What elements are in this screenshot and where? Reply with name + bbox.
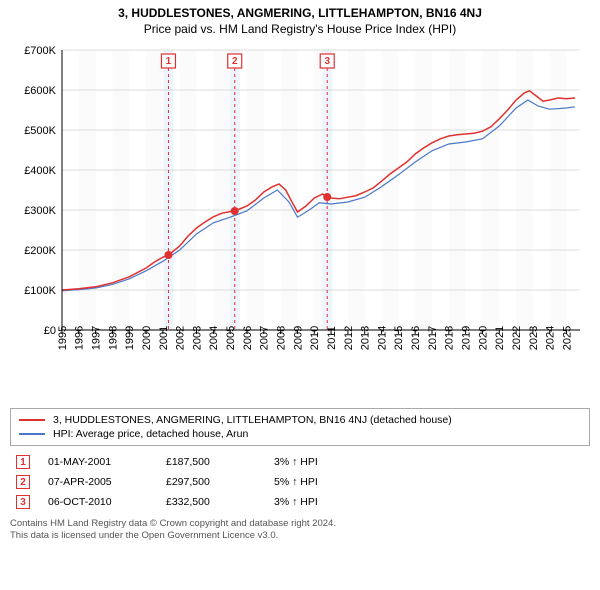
chart-subtitle: Price paid vs. HM Land Registry's House … bbox=[10, 22, 590, 36]
y-tick-label: £0 bbox=[44, 325, 56, 337]
x-tick-label: 2008 bbox=[275, 326, 287, 350]
year-shade bbox=[348, 50, 365, 330]
y-tick-label: £500K bbox=[24, 125, 56, 137]
year-shade bbox=[449, 50, 466, 330]
x-tick-label: 2001 bbox=[158, 326, 170, 350]
legend-label-red: 3, HUDDLESTONES, ANGMERING, LITTLEHAMPTO… bbox=[53, 414, 452, 426]
x-tick-label: 2014 bbox=[376, 326, 388, 350]
year-shade bbox=[415, 50, 432, 330]
sale-row: 2 07-APR-2005 £297,500 5% ↑ HPI bbox=[10, 472, 590, 492]
y-tick-label: £600K bbox=[24, 85, 56, 97]
sale-date: 01-MAY-2001 bbox=[48, 456, 148, 468]
x-tick-label: 1999 bbox=[124, 326, 136, 350]
sale-marker: 2 bbox=[16, 475, 30, 489]
legend: 3, HUDDLESTONES, ANGMERING, LITTLEHAMPTO… bbox=[10, 408, 590, 446]
x-tick-label: 1998 bbox=[107, 326, 119, 350]
x-tick-label: 2018 bbox=[444, 326, 456, 350]
year-shade bbox=[213, 50, 230, 330]
sale-dot bbox=[323, 193, 331, 201]
legend-swatch-blue bbox=[19, 433, 45, 435]
x-tick-label: 2017 bbox=[427, 326, 439, 350]
sale-price: £297,500 bbox=[166, 476, 256, 488]
year-shade bbox=[247, 50, 264, 330]
sale-date: 06-OCT-2010 bbox=[48, 496, 148, 508]
x-tick-label: 2003 bbox=[191, 326, 203, 350]
sales-table: 1 01-MAY-2001 £187,500 3% ↑ HPI 2 07-APR-2005… bbox=[10, 452, 590, 512]
legend-row-red: 3, HUDDLESTONES, ANGMERING, LITTLEHAMPTO… bbox=[19, 413, 581, 427]
sale-delta: 3% ↑ HPI bbox=[274, 496, 374, 508]
sale-dot bbox=[164, 251, 172, 259]
event-marker-label: 3 bbox=[324, 56, 330, 67]
year-shade bbox=[112, 50, 129, 330]
year-shade bbox=[482, 50, 499, 330]
sale-marker: 3 bbox=[16, 495, 30, 509]
footer-line-2: This data is licensed under the Open Gov… bbox=[10, 530, 590, 542]
x-tick-label: 1996 bbox=[74, 326, 86, 350]
chart-area: £0 £100K £200K £300K £400K £500K £600K £700K 199… bbox=[10, 40, 590, 400]
x-tick-label: 2004 bbox=[208, 326, 220, 350]
sale-row: 3 06-OCT-2010 £332,500 3% ↑ HPI bbox=[10, 492, 590, 512]
chart-title: 3, HUDDLESTONES, ANGMERING, LITTLEHAMPTO… bbox=[10, 6, 590, 20]
x-tick-label: 2007 bbox=[259, 326, 271, 350]
x-tick-label: 2025 bbox=[561, 326, 573, 350]
x-tick-label: 2024 bbox=[545, 326, 557, 350]
footer: Contains HM Land Registry data © Crown c… bbox=[10, 518, 590, 542]
legend-row-blue: HPI: Average price, detached house, Arun bbox=[19, 427, 581, 441]
x-tick-label: 2000 bbox=[141, 326, 153, 350]
year-shade bbox=[550, 50, 567, 330]
x-tick-label: 2002 bbox=[175, 326, 187, 350]
x-tick-label: 2006 bbox=[242, 326, 254, 350]
y-tick-label: £100K bbox=[24, 285, 56, 297]
year-shade bbox=[382, 50, 399, 330]
footer-line-1: Contains HM Land Registry data © Crown c… bbox=[10, 518, 590, 530]
x-tick-label: 2021 bbox=[494, 326, 506, 350]
x-tick-label: 2005 bbox=[225, 326, 237, 350]
sale-row: 1 01-MAY-2001 £187,500 3% ↑ HPI bbox=[10, 452, 590, 472]
event-marker-label: 2 bbox=[232, 56, 238, 67]
sale-price: £332,500 bbox=[166, 496, 256, 508]
year-shade bbox=[180, 50, 197, 330]
sale-marker: 1 bbox=[16, 455, 30, 469]
x-tick-label: 2023 bbox=[528, 326, 540, 350]
x-tick-label: 2009 bbox=[292, 326, 304, 350]
x-tick-label: 2013 bbox=[360, 326, 372, 350]
y-tick-label: £700K bbox=[24, 45, 56, 57]
legend-swatch-red bbox=[19, 419, 45, 421]
x-tick-label: 2012 bbox=[343, 326, 355, 350]
x-tick-label: 2019 bbox=[460, 326, 472, 350]
x-tick-label: 1997 bbox=[90, 326, 102, 350]
sale-dot bbox=[231, 207, 239, 215]
x-tick-label: 1995 bbox=[57, 326, 69, 350]
line-chart: £0 £100K £200K £300K £400K £500K £600K £700K 199… bbox=[10, 40, 590, 385]
x-tick-label: 2016 bbox=[410, 326, 422, 350]
x-tick-label: 2020 bbox=[477, 326, 489, 350]
x-tick-label: 2015 bbox=[393, 326, 405, 350]
sale-date: 07-APR-2005 bbox=[48, 476, 148, 488]
y-tick-label: £400K bbox=[24, 165, 56, 177]
x-tick-label: 2022 bbox=[511, 326, 523, 350]
legend-label-blue: HPI: Average price, detached house, Arun bbox=[53, 428, 248, 440]
y-tick-label: £200K bbox=[24, 245, 56, 257]
event-marker-label: 1 bbox=[166, 56, 172, 67]
x-tick-label: 2010 bbox=[309, 326, 321, 350]
y-tick-label: £300K bbox=[24, 205, 56, 217]
sale-delta: 3% ↑ HPI bbox=[274, 456, 374, 468]
sale-delta: 5% ↑ HPI bbox=[274, 476, 374, 488]
year-shade bbox=[281, 50, 298, 330]
year-shade bbox=[146, 50, 163, 330]
sale-price: £187,500 bbox=[166, 456, 256, 468]
